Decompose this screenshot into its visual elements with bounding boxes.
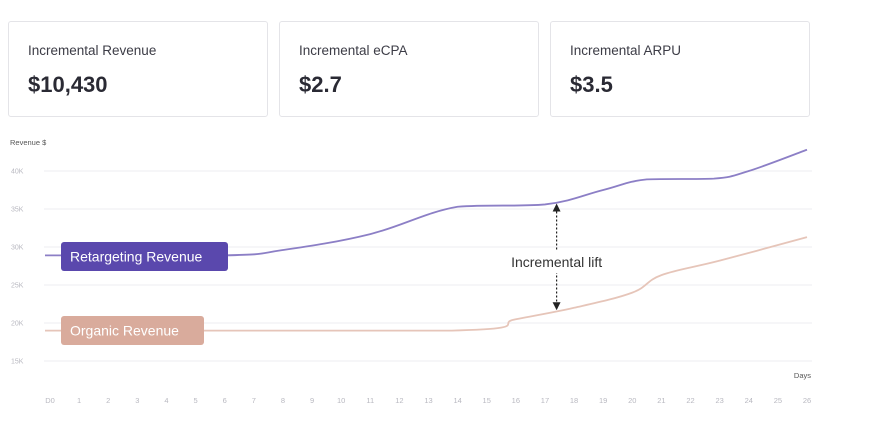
- y-tick-label: 25K: [11, 283, 24, 290]
- x-tick-label: 14: [453, 396, 461, 405]
- series-labels: Retargeting Revenue Organic Revenue: [61, 242, 228, 345]
- x-tick-label: 10: [337, 396, 345, 405]
- x-tick-label: 22: [686, 396, 694, 405]
- y-tick-label: 35K: [11, 207, 24, 214]
- series-label-box-retargeting: [61, 242, 228, 271]
- x-tick-label: 24: [745, 396, 753, 405]
- x-tick-label: 20: [628, 396, 636, 405]
- x-tick-label: 17: [541, 396, 549, 405]
- x-tick-label: 21: [657, 396, 665, 405]
- incremental-ecpa-label: Incremental eCPA: [299, 43, 408, 58]
- x-tick-label: 2: [106, 396, 110, 405]
- incremental-lift-label: Incremental lift: [511, 254, 602, 270]
- incremental-revenue-label: Incremental Revenue: [28, 43, 157, 58]
- series-line-retargeting: [45, 148, 808, 257]
- incremental-arpu-card: Incremental ARPU $3.5: [550, 21, 810, 117]
- x-tick-label: 4: [164, 396, 168, 405]
- y-tick-label: 20K: [11, 321, 24, 328]
- incremental-arpu-value: $3.5: [570, 72, 613, 97]
- incremental-revenue-card: Incremental Revenue $10,430: [8, 21, 268, 117]
- x-tick-label: 12: [395, 396, 403, 405]
- series-line-organic: [45, 236, 808, 332]
- x-tick-label: 9: [310, 396, 314, 405]
- x-tick-label: 13: [424, 396, 432, 405]
- x-tick-label: 26: [803, 396, 811, 405]
- x-tick-label: 18: [570, 396, 578, 405]
- x-tick-label: 6: [223, 396, 227, 405]
- x-tick-label: 3: [135, 396, 139, 405]
- series-lines: [45, 148, 808, 332]
- x-axis-title: Days: [794, 371, 811, 380]
- x-tick-label: 16: [512, 396, 520, 405]
- incremental-lift-label-bg: [498, 251, 615, 273]
- x-tick-label: 5: [193, 396, 197, 405]
- y-axis-title: Revenue $: [10, 138, 47, 147]
- incremental-revenue-value: $10,430: [28, 72, 108, 97]
- x-tick-label: 25: [774, 396, 782, 405]
- x-tick-label: D0: [45, 396, 55, 405]
- series-label-retargeting: Retargeting Revenue: [70, 249, 203, 265]
- y-tick-label: 15K: [11, 359, 24, 366]
- x-tick-label: 1: [77, 396, 81, 405]
- x-tick-label: 23: [715, 396, 723, 405]
- x-tick-label: 19: [599, 396, 607, 405]
- series-label-organic: Organic Revenue: [70, 323, 179, 339]
- x-tick-label: 11: [366, 396, 374, 405]
- x-tick-label: 8: [281, 396, 285, 405]
- incremental-ecpa-value: $2.7: [299, 72, 342, 97]
- incremental-arpu-label: Incremental ARPU: [570, 43, 682, 58]
- y-tick-label: 40K: [11, 169, 24, 176]
- series-label-box-organic: [61, 316, 204, 345]
- incremental-lift-annotation: Incremental lift: [498, 203, 615, 311]
- y-tick-label: 30K: [11, 245, 24, 252]
- incremental-ecpa-card: Incremental eCPA $2.7: [279, 21, 539, 117]
- x-tick-label: 7: [252, 396, 256, 405]
- x-tick-label: 15: [483, 396, 491, 405]
